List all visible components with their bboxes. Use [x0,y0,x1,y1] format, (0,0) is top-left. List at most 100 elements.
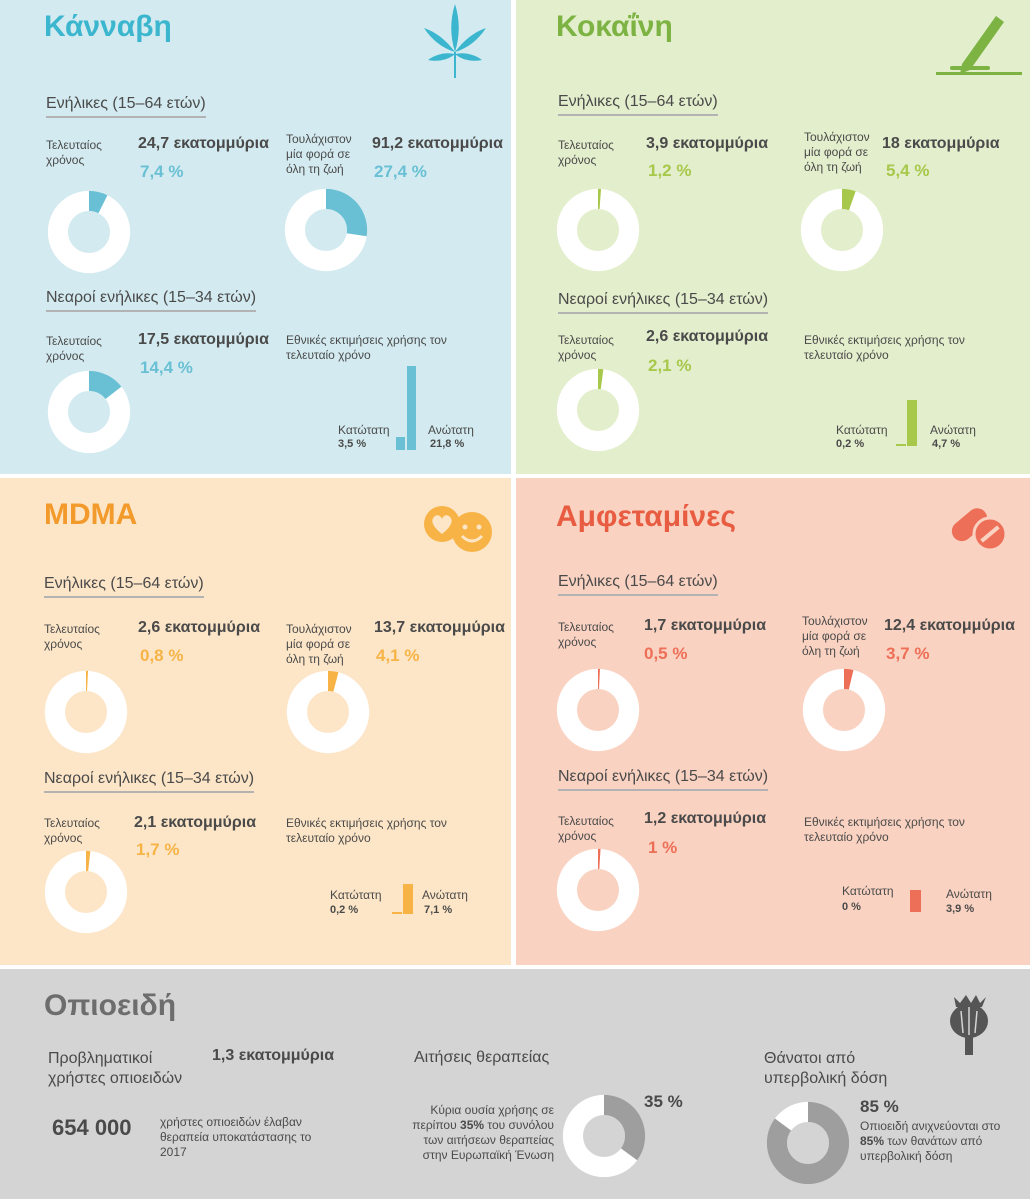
donut-segment [47,190,131,274]
cocaine-high-bar [907,400,917,446]
donut-segment [556,188,640,272]
opioids-panel: Οπιοειδή Προβληματικοί χρήστες οπιοειδών… [0,969,1030,1199]
mdma-panel: MDMA Ενήλικες (15–64 ετών) Τελευταίος χρ… [0,478,511,965]
cannabis-lifetime-label: Τουλάχιστον μία φορά σε όλη τη ζωή [286,132,352,176]
opioids-deaths-pct: 85 % [860,1097,899,1116]
donut-segment [556,848,640,932]
cocaine-adults-last-year-donut [556,188,640,272]
opioids-treat-text-2: του συνόλου των αιτήσεων θεραπείας στην … [422,1118,554,1162]
opioids-title: Οπιοειδή [44,989,177,1022]
cocaine-low-bar [896,444,906,446]
cocaine-last-year-pct: 1,2 % [648,161,692,180]
cannabis-high-bar [407,366,416,450]
cannabis-panel: Κάνναβη Ενήλικες (15–64 ετών) Τελευταίος… [0,0,511,474]
mdma-low-value: 0,2 % [330,904,359,916]
cocaine-lifetime-pct: 5,4 % [886,161,930,180]
cocaine-lifetime-donut [800,188,884,272]
cocaine-young-heading: Νεαροί ενήλικες (15–34 ετών) [558,291,769,314]
cannabis-last-year-label: Τελευταίος χρόνος [46,138,102,167]
amph-lifetime-pct: 3,7 % [886,644,930,663]
opioids-deaths-text-2: των θανάτων από υπερβολική δόση [860,1134,983,1163]
cannabis-low-label: Κατώτατη [338,423,390,437]
cannabis-lifetime-donut [284,188,368,272]
cannabis-leaf-icon [424,4,486,78]
cocaine-lifetime-label: Τουλάχιστον μία φορά σε όλη τη ζωή [804,130,870,174]
cannabis-last-year-pct: 7,4 % [140,162,184,181]
cannabis-adults-heading: Ενήλικες (15–64 ετών) [46,95,206,118]
cannabis-high-value: 21,8 % [430,438,465,450]
mdma-adults-heading: Ενήλικες (15–64 ετών) [44,575,204,598]
amph-last-year-pct: 0,5 % [644,644,688,663]
opioids-deaths-text: Οπιοειδή ανιχνεύονται στο 85% των θανάτω… [860,1119,1010,1164]
donut-segment [800,188,884,272]
cocaine-last-year-count: 3,9 εκατομμύρια [646,135,769,152]
cocaine-young-label: Τελευταίος χρόνος [558,333,614,362]
amph-low-label: Κατώτατη [842,884,894,898]
donut-segment [44,850,128,934]
donut-segment [286,670,370,754]
amph-last-year-count: 1,7 εκατομμύρια [644,617,767,634]
amph-lifetime-donut [802,668,886,752]
mdma-range-bars [392,884,416,914]
cannabis-young-pct: 14,4 % [140,358,193,377]
amph-young-count: 1,2 εκατομμύρια [644,810,767,827]
cannabis-national-label: Εθνικές εκτιμήσεις χρήσης τον τελευταίο … [286,333,447,362]
cocaine-low-value: 0,2 % [836,438,865,450]
amph-range-bars [908,890,932,912]
mdma-young-label: Τελευταίος χρόνος [44,816,100,845]
amph-last-year-label: Τελευταίος χρόνος [558,620,614,649]
cannabis-adults-last-year-donut [47,190,131,274]
amph-panel: Αμφεταμίνες Ενήλικες (15–64 ετών) Τελευτ… [516,478,1030,965]
donut-segment [47,370,131,454]
cocaine-young-pct: 2,1 % [648,356,692,375]
donut-segment [44,670,128,754]
mdma-young-count: 2,1 εκατομμύρια [134,814,257,831]
amph-young-heading: Νεαροί ενήλικες (15–34 ετών) [558,768,769,791]
opioids-problem-count: 1,3 εκατομμύρια [212,1047,335,1064]
amph-lifetime-label: Τουλάχιστον μία φορά σε όλη τη ζωή [802,614,868,658]
mdma-lifetime-donut [286,670,370,754]
donut-segment [802,668,886,752]
amph-young-pct: 1 % [648,838,678,857]
cocaine-range-bars [896,400,920,446]
smiley-pills-icon [424,506,492,552]
opioids-treat-text-1: Κύρια ουσία χρήσης σε περίπου [412,1103,554,1132]
amph-young-donut [556,848,640,932]
cocaine-panel: Κοκαΐνη Ενήλικες (15–64 ετών) Τελευταίος… [516,0,1030,474]
donut-segment [556,368,640,452]
mdma-lifetime-count: 13,7 εκατομμύρια [374,619,505,636]
pills-icon [951,508,1008,552]
donut-segment [556,668,640,752]
mdma-last-year-label: Τελευταίος χρόνος [44,622,100,651]
donut-segment [284,188,368,272]
cocaine-high-value: 4,7 % [932,438,961,450]
mdma-high-value: 7,1 % [424,904,453,916]
mdma-low-label: Κατώτατη [330,888,382,902]
cocaine-low-label: Κατώτατη [836,423,888,437]
cannabis-young-label: Τελευταίος χρόνος [46,334,102,363]
mdma-adults-last-year-donut [44,670,128,754]
cocaine-lifetime-count: 18 εκατομμύρια [882,135,1000,152]
cannabis-lifetime-pct: 27,4 % [374,162,427,181]
mdma-national-label: Εθνικές εκτιμήσεις χρήσης τον τελευταίο … [286,816,447,845]
cannabis-lifetime-count: 91,2 εκατομμύρια [372,135,503,152]
cocaine-title: Κοκαΐνη [556,10,673,43]
cannabis-young-donut [47,370,131,454]
mdma-last-year-count: 2,6 εκατομμύρια [138,619,261,636]
amph-high-bar [910,890,921,912]
amph-high-value: 3,9 % [946,903,975,915]
opioids-treat-pct: 35 % [644,1092,683,1111]
opioids-subst-count: 654 000 [52,1115,132,1140]
mdma-high-bar [403,884,413,914]
mdma-young-heading: Νεαροί ενήλικες (15–34 ετών) [44,770,255,793]
poppy-icon [950,995,988,1055]
cannabis-low-bar [396,436,405,450]
mdma-last-year-pct: 0,8 % [140,646,184,665]
cannabis-low-value: 3,5 % [338,438,367,450]
cannabis-young-count: 17,5 εκατομμύρια [138,331,269,348]
mdma-lifetime-pct: 4,1 % [376,646,420,665]
cannabis-title: Κάνναβη [44,10,172,43]
opioids-deaths-text-bold: 85% [860,1134,885,1148]
opioids-subst-text: χρήστες οπιοειδών έλαβαν θεραπεία υποκατ… [160,1115,312,1159]
mdma-low-bar [392,912,402,914]
